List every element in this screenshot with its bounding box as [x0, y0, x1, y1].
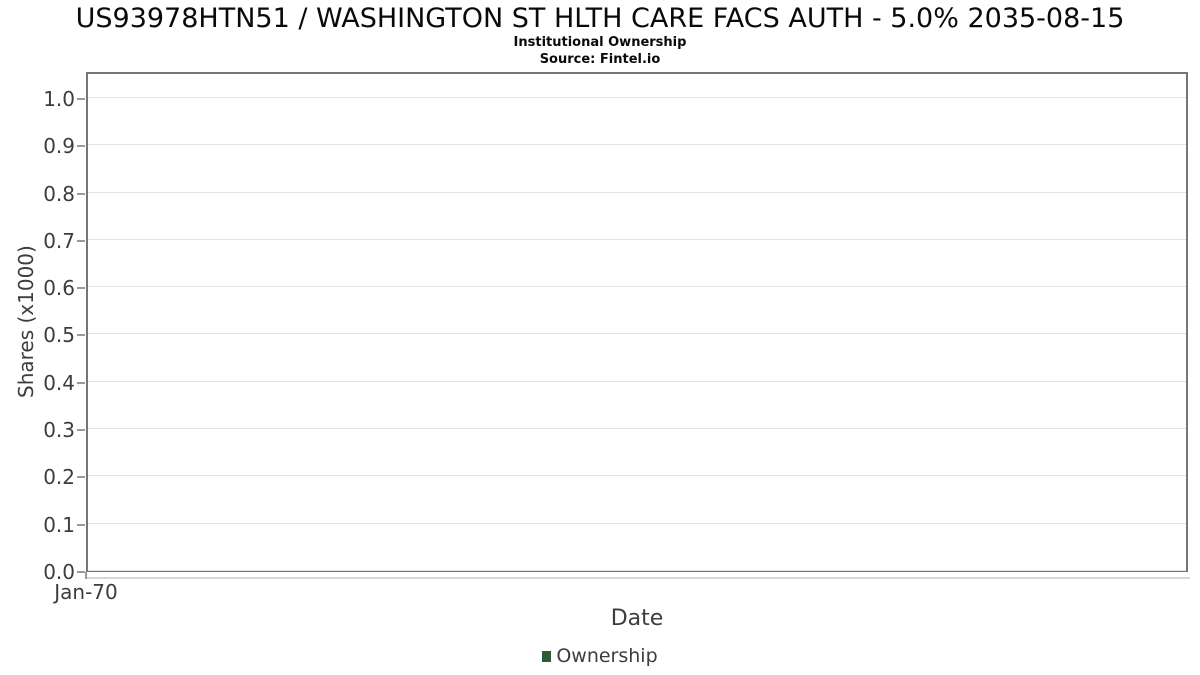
y-tick-mark — [77, 476, 85, 479]
gridline — [88, 333, 1186, 335]
y-tick-mark — [77, 571, 85, 573]
y-tick-label: 0.6 — [43, 276, 75, 301]
y-tick-mark — [77, 429, 85, 432]
chart-source: Source: Fintel.io — [539, 52, 661, 67]
y-tick-label: 0.1 — [43, 512, 75, 537]
y-tick-mark — [77, 239, 85, 242]
y-tick-mark — [77, 334, 85, 337]
x-tick-label: Jan-70 — [54, 580, 118, 604]
x-axis-baseline — [86, 577, 1190, 579]
gridline — [88, 428, 1186, 430]
gridline — [88, 570, 1186, 571]
x-tick-mark — [85, 572, 87, 579]
legend: Ownership — [0, 645, 1200, 667]
y-tick-label: 0.2 — [43, 465, 75, 490]
y-tick-label: 1.0 — [43, 86, 75, 111]
chart-title: US93978HTN51 / WASHINGTON ST HLTH CARE F… — [75, 3, 1125, 34]
y-tick-mark — [77, 192, 85, 195]
gridline — [88, 96, 1186, 98]
gridline — [88, 380, 1186, 382]
legend-label-ownership: Ownership — [556, 645, 658, 667]
gridline — [88, 522, 1186, 524]
y-tick-label: 0.0 — [43, 560, 75, 584]
gridline — [88, 238, 1186, 240]
y-tick-mark — [77, 523, 85, 526]
y-tick-label: 0.5 — [43, 323, 75, 348]
gridlines — [88, 74, 1186, 571]
y-tick-mark — [77, 287, 85, 290]
y-axis-ticks: 0.0 0.1 0.2 0.3 0.4 0.5 0.6 0.7 0.8 0.9 1.0 — [0, 72, 85, 584]
gridline — [88, 191, 1186, 193]
y-tick-label: 0.3 — [43, 418, 75, 443]
y-tick-label: 0.7 — [43, 228, 75, 253]
gridline — [88, 286, 1186, 288]
x-axis-label: Date — [610, 606, 664, 631]
y-tick-mark — [77, 381, 85, 384]
gridline — [88, 144, 1186, 146]
y-tick-label: 0.8 — [43, 181, 75, 206]
y-tick-label: 0.9 — [43, 134, 75, 159]
y-tick-mark — [77, 145, 85, 148]
gridline — [88, 475, 1186, 477]
y-tick-mark — [77, 97, 85, 100]
legend-marker-ownership — [542, 650, 552, 662]
chart-subtitle: Institutional Ownership — [513, 35, 687, 50]
y-tick-label: 0.4 — [43, 370, 75, 395]
plot-area — [86, 72, 1188, 572]
